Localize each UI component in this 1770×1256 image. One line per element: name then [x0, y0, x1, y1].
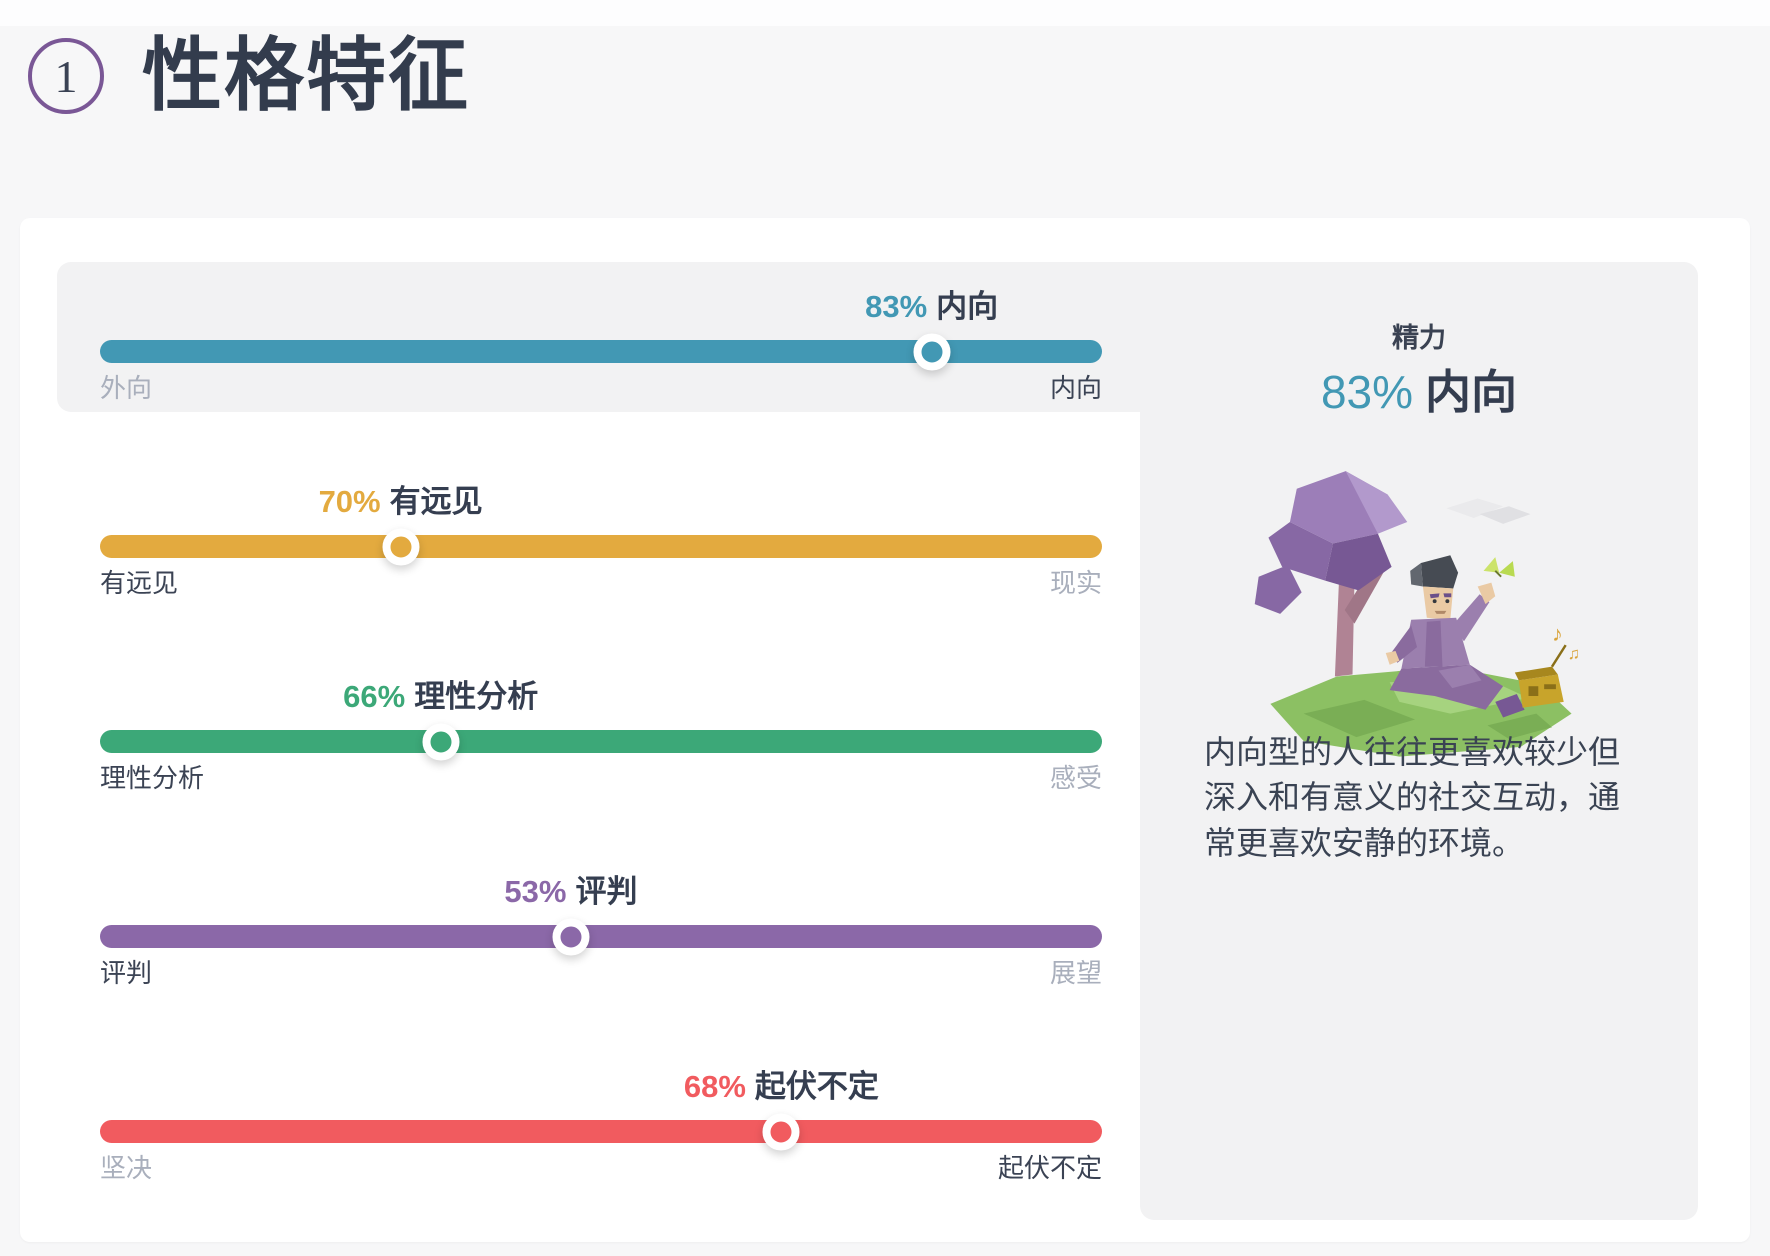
- trait-score: 83% 内向: [1140, 366, 1698, 418]
- music-note-icon: ♪: [1552, 622, 1563, 646]
- slider-bar: [100, 723, 1102, 760]
- trait-illustration: ♪ ♫: [1254, 471, 1580, 757]
- slider-left-label: 理性分析: [100, 763, 205, 793]
- slider-value-label: 66% 理性分析: [343, 679, 539, 714]
- slider-value-label: 70% 有远见: [318, 484, 483, 519]
- radio-icon: [1518, 674, 1564, 708]
- music-note-icon: ♫: [1568, 644, 1580, 663]
- slider-knob: [422, 723, 460, 760]
- trait-detail-panel: 精力 83% 内向: [1140, 262, 1698, 1220]
- slider-row-nature: 66% 理性分析 理性分析 感受: [100, 680, 1102, 792]
- butterfly-icon: [1483, 557, 1500, 573]
- trait-score-name: 内向: [1425, 366, 1518, 418]
- cloud-icon: [1446, 498, 1504, 519]
- slider-right-label: 起伏不定: [997, 1153, 1102, 1183]
- slider-value-label: 83% 内向: [865, 289, 999, 324]
- section-header: 1 性格特征: [28, 36, 470, 116]
- trait-score-percent: 83%: [1320, 366, 1414, 418]
- trait-category-label: 精力: [1392, 323, 1446, 353]
- bush: [1254, 564, 1302, 614]
- slider-right-label: 现实: [1049, 568, 1102, 598]
- person-hair: [1420, 555, 1459, 589]
- slider-right-label: 感受: [1049, 763, 1102, 793]
- slider-knob: [552, 918, 590, 955]
- highlighted-row-background: [57, 262, 1140, 412]
- trait-description: 内向型的人往往更喜欢较少但深入和有意义的社交互动，通常更喜欢安静的环境。: [1204, 734, 1621, 861]
- slider-left-label: 坚决: [100, 1153, 153, 1183]
- slider-left-label: 评判: [100, 958, 153, 988]
- person-raised-arm: [1452, 594, 1490, 642]
- slider-value-label: 68% 起伏不定: [683, 1069, 879, 1104]
- slider-bar: [100, 918, 1102, 955]
- slider-value-label: 53% 评判: [504, 874, 638, 909]
- section-number: 1: [54, 50, 78, 102]
- slider-row-identity: 68% 起伏不定 坚决 起伏不定: [100, 1070, 1102, 1182]
- person-face: [1422, 586, 1454, 620]
- section-number-badge: 1: [28, 38, 104, 114]
- slider-knob: [382, 528, 420, 565]
- slider-right-label: 内向: [1049, 373, 1102, 403]
- slider-bar: [100, 528, 1102, 565]
- slider-left-label: 外向: [100, 373, 153, 403]
- tree-trunk: [1334, 581, 1355, 677]
- slider-knob: [762, 1113, 800, 1150]
- top-band: [0, 0, 1770, 26]
- slider-right-label: 展望: [1049, 958, 1102, 988]
- slider-left-label: 有远见: [100, 568, 179, 598]
- slider-row-tactics: 53% 评判 评判 展望: [100, 875, 1102, 987]
- slider-row-energy: 83% 内向 外向 内向: [100, 290, 1102, 402]
- slider-row-mind: 70% 有远见 有远见 现实: [100, 485, 1102, 597]
- page-title: 性格特征: [142, 31, 470, 120]
- slider-bar: [100, 333, 1102, 370]
- slider-bar: [100, 1113, 1102, 1150]
- slider-knob: [913, 333, 951, 370]
